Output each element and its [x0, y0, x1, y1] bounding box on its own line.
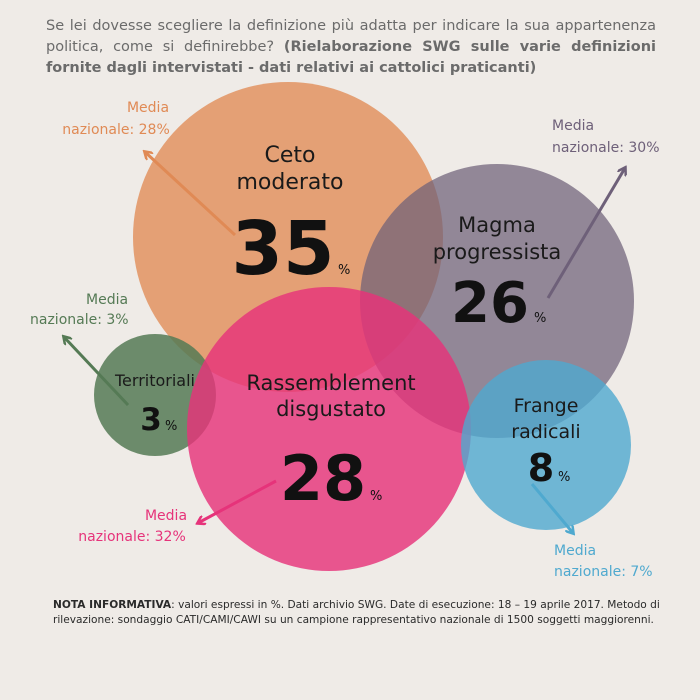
note-informativa: NOTA INFORMATIVA: valori espressi in %. …: [53, 598, 663, 628]
bubble-value-ceto: 35: [232, 206, 335, 292]
bubble-unit-rassemblement: %: [370, 489, 382, 504]
national-label-ceto: Media: [127, 100, 169, 116]
bubble-label-magma: Magma: [458, 213, 536, 237]
bubble-unit-ceto: %: [338, 263, 350, 278]
bubble-label-frange: radicali: [511, 421, 580, 443]
national-label-frange: Media: [554, 543, 596, 559]
question-bold: (Rielaborazione SWG sulle varie definizi…: [46, 39, 657, 76]
note-text: : valori espressi in %. Dati archivio SW…: [53, 599, 660, 626]
bubble-label-ceto: Ceto: [265, 143, 316, 168]
national-label-territoriali: nazionale: 3%: [30, 312, 129, 328]
note-label: NOTA INFORMATIVA: [53, 599, 172, 611]
national-label-rassemblement: nazionale: 32%: [78, 529, 186, 545]
arrow-rassemblement: [198, 479, 277, 523]
national-label-rassemblement: Media: [145, 508, 187, 524]
bubble-territoriali: [94, 334, 216, 456]
arrow-magma: [546, 168, 625, 299]
bubble-frange: [461, 360, 631, 530]
bubble-value-magma: 26: [451, 271, 529, 336]
arrow-frange: [530, 483, 573, 533]
bubble-value-frange: 8: [528, 446, 554, 490]
bubble-label-rassemblement: Rassemblement: [246, 371, 415, 395]
bubble-label-ceto: moderato: [236, 170, 343, 195]
national-label-magma: nazionale: 30%: [552, 140, 660, 156]
arrow-territoriali: [64, 337, 130, 407]
question-text: Se lei dovesse scegliere la definizione …: [46, 16, 656, 79]
bubble-label-rassemblement: disgustato: [276, 397, 386, 421]
national-label-magma: Media: [552, 118, 594, 134]
bubble-label-frange: Frange: [514, 395, 579, 417]
bubble-label-territoriali: Territoriali: [114, 371, 195, 390]
bubble-unit-magma: %: [534, 311, 546, 326]
arrow-ceto: [145, 152, 237, 237]
national-label-territoriali: Media: [86, 292, 128, 308]
bubble-value-rassemblement: 28: [280, 442, 366, 515]
bubble-unit-frange: %: [558, 470, 570, 485]
bubble-label-magma: progressista: [433, 240, 562, 264]
question-plain: Se lei dovesse scegliere la definizione …: [46, 18, 656, 55]
bubble-value-territoriali: 3: [140, 402, 162, 438]
national-label-frange: nazionale: 7%: [554, 564, 653, 580]
national-label-ceto: nazionale: 28%: [62, 122, 170, 138]
bubble-rassemblement: [187, 287, 471, 571]
bubble-unit-territoriali: %: [165, 419, 177, 434]
